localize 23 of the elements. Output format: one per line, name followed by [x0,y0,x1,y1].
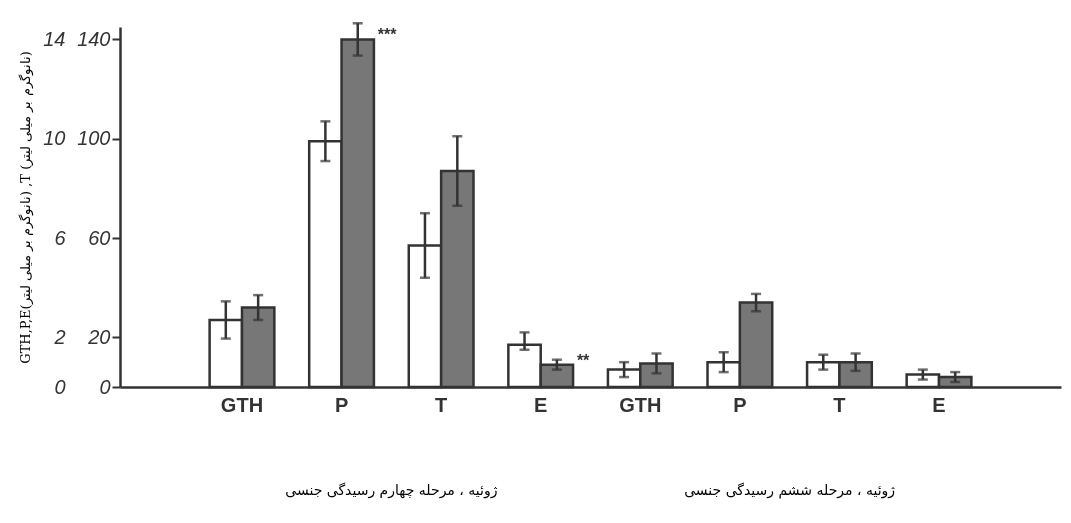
x-tick-label: GTH [619,393,662,416]
y-axis-title: GTH,P,E(نانوگرم بر میلی لیتر) ,T (نانوگرم بر میلی لیتر) [18,51,35,364]
y2-tick-label: 20 [87,325,111,348]
x-tick-label: P [334,393,349,416]
y-tick-label: 2 [53,325,66,348]
y2-tick-label: 0 [99,375,111,398]
x-tick-label: T [435,393,448,416]
x-tick-label: P [733,393,747,416]
x-tick-label: E [932,393,946,416]
annotation: ** [576,351,591,369]
annotation: *** [377,26,398,44]
x-tick-label: E [534,393,548,416]
y2-tick-label: 60 [88,226,111,249]
x-tick-label: GTH [220,393,264,416]
text: ژوئیه ، مرحله ششم رسیدگی جنسی [684,482,896,498]
y-tick-label: 6 [54,226,67,249]
y-tick-label: 14 [43,27,66,50]
y2-tick-label: 100 [77,127,111,150]
y2-tick-label: 140 [77,27,111,50]
y-tick-label: 10 [43,127,66,150]
text: ژوئیه ، مرحله چهارم رسیدگی جنسی [285,482,498,498]
y-tick-label: 0 [54,375,66,398]
x-tick-label: T [833,393,846,416]
